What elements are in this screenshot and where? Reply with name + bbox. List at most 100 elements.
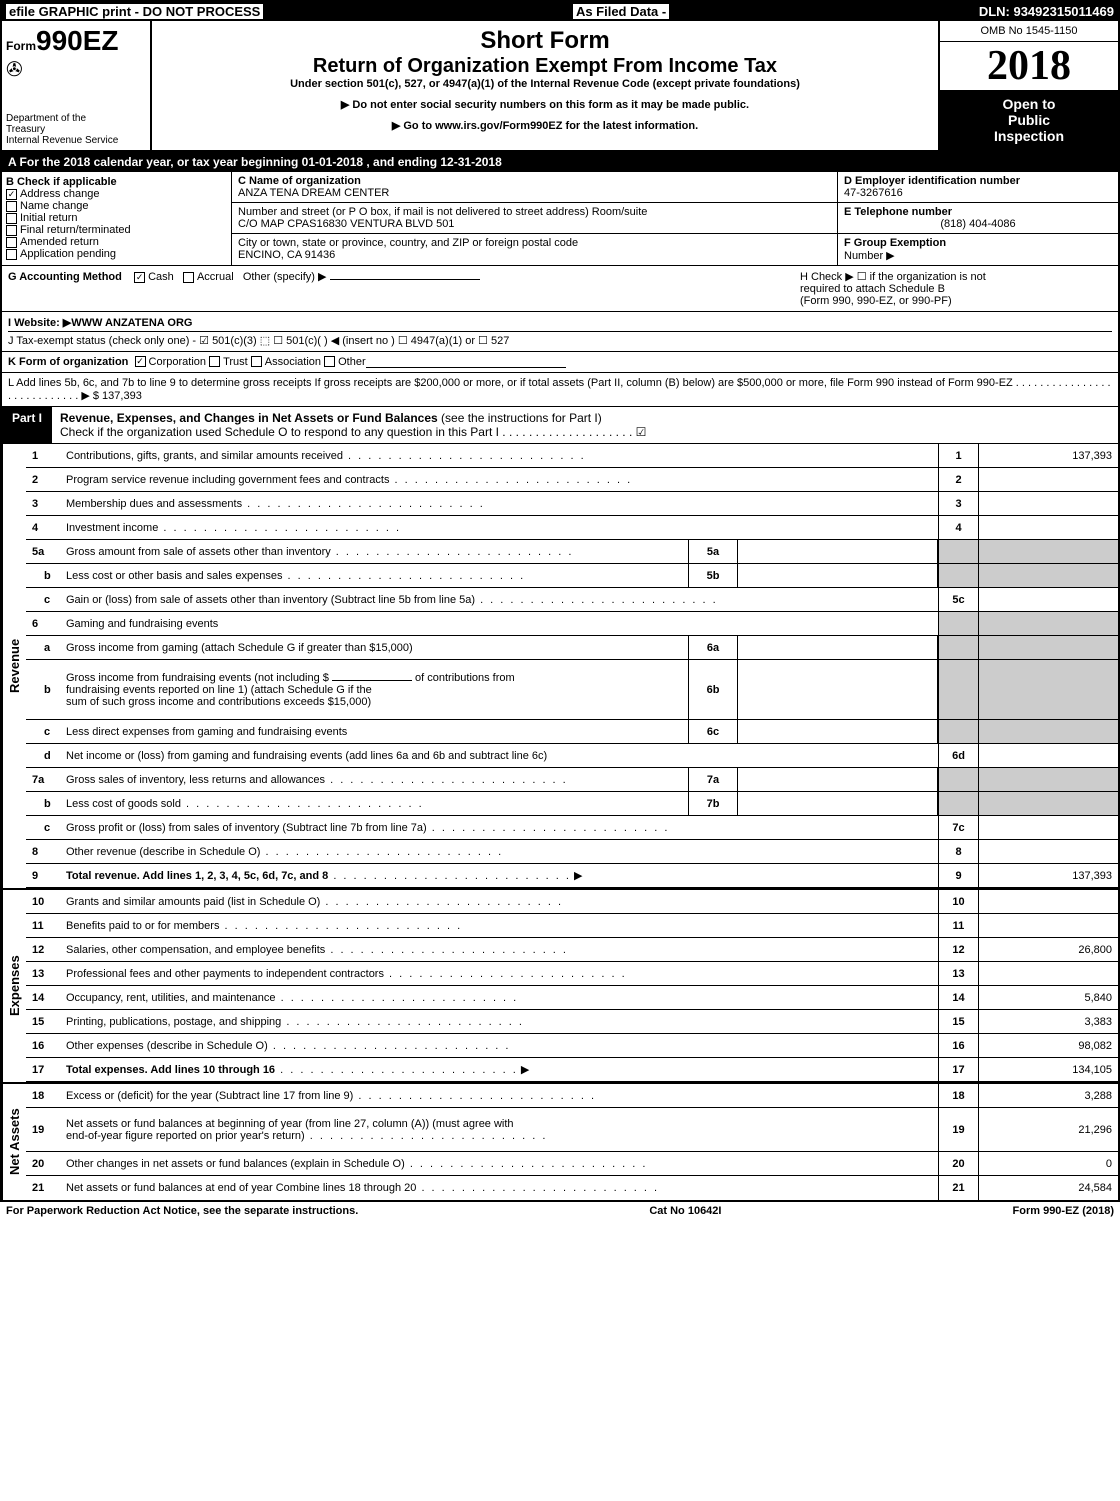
dln: DLN: 93492315011469 [979, 4, 1114, 19]
line-10: 10 Grants and similar amounts paid (list… [26, 890, 1118, 914]
revenue-section: Revenue 1 Contributions, gifts, grants, … [2, 444, 1118, 888]
checkbox-amended[interactable] [6, 237, 17, 248]
netassets-section: Net Assets 18 Excess or (deficit) for th… [2, 1082, 1118, 1200]
tax-year: 2018 [940, 42, 1118, 90]
line-2: 2 Program service revenue including gove… [26, 468, 1118, 492]
netassets-label: Net Assets [2, 1084, 26, 1200]
ssn-warning: ▶ Do not enter social security numbers o… [158, 98, 932, 111]
row-j: J Tax-exempt status (check only one) - ☑… [8, 332, 1112, 347]
header-right: OMB No 1545-1150 2018 Open to Public Ins… [938, 21, 1118, 150]
section-c: C Name of organization ANZA TENA DREAM C… [232, 172, 838, 265]
line-a-period: A For the 2018 calendar year, or tax yea… [2, 152, 1118, 172]
form-number: Form990EZ [6, 25, 146, 57]
line-11: 11 Benefits paid to or for members 11 [26, 914, 1118, 938]
efile-notice: efile GRAPHIC print - DO NOT PROCESS [6, 4, 263, 19]
grp-label: F Group Exemption [844, 237, 1112, 249]
line-16: 16 Other expenses (describe in Schedule … [26, 1034, 1118, 1058]
part1-title: Revenue, Expenses, and Changes in Net As… [52, 407, 1118, 443]
checkbox-final[interactable] [6, 225, 17, 236]
city-value: ENCINO, CA 91436 [238, 249, 831, 261]
return-title: Return of Organization Exempt From Incom… [158, 55, 932, 78]
part1-label: Part I [2, 407, 52, 443]
line-1: 1 Contributions, gifts, grants, and simi… [26, 444, 1118, 468]
section-b-title: B Check if applicable [6, 176, 227, 188]
street-label: Number and street (or P O box, if mail i… [238, 206, 831, 218]
checkbox-name[interactable] [6, 201, 17, 212]
part1-header: Part I Revenue, Expenses, and Changes in… [2, 407, 1118, 444]
row-gh: G Accounting Method Cash Accrual Other (… [2, 266, 1118, 312]
short-form-title: Short Form [158, 27, 932, 55]
checkbox-initial[interactable] [6, 213, 17, 224]
as-filed: As Filed Data - [573, 4, 669, 19]
line-8: 8 Other revenue (describe in Schedule O)… [26, 840, 1118, 864]
form-990ez-container: efile GRAPHIC print - DO NOT PROCESS As … [0, 0, 1120, 1202]
grp-label2: Number ▶ [844, 249, 1112, 262]
expenses-label: Expenses [2, 890, 26, 1082]
line-18: 18 Excess or (deficit) for the year (Sub… [26, 1084, 1118, 1108]
line-6c: c Less direct expenses from gaming and f… [26, 720, 1118, 744]
revenue-label: Revenue [2, 444, 26, 888]
checkbox-cash[interactable] [134, 272, 145, 283]
section-bcd: B Check if applicable Address change Nam… [2, 172, 1118, 266]
line-6b: b Gross income from fundraising events (… [26, 660, 1118, 720]
footer-mid: Cat No 10642I [649, 1205, 721, 1217]
line-5b: b Less cost or other basis and sales exp… [26, 564, 1118, 588]
ein-label: D Employer identification number [844, 175, 1112, 187]
line-14: 14 Occupancy, rent, utilities, and maint… [26, 986, 1118, 1010]
top-bar: efile GRAPHIC print - DO NOT PROCESS As … [2, 2, 1118, 21]
line-7c: c Gross profit or (loss) from sales of i… [26, 816, 1118, 840]
open-inspection: Open to Public Inspection [940, 90, 1118, 150]
checkbox-application[interactable] [6, 249, 17, 260]
line-19: 19 Net assets or fund balances at beginn… [26, 1108, 1118, 1152]
line-6: 6 Gaming and fundraising events [26, 612, 1118, 636]
line-6d: d Net income or (loss) from gaming and f… [26, 744, 1118, 768]
line-9: 9 Total revenue. Add lines 1, 2, 3, 4, 5… [26, 864, 1118, 888]
checkbox-corp[interactable] [135, 356, 146, 367]
line-3: 3 Membership dues and assessments 3 [26, 492, 1118, 516]
street-value: C/O MAP CPAS16830 VENTURA BLVD 501 [238, 218, 831, 230]
under-section: Under section 501(c), 527, or 4947(a)(1)… [158, 78, 932, 90]
line-13: 13 Professional fees and other payments … [26, 962, 1118, 986]
checkbox-assoc[interactable] [251, 356, 262, 367]
city-label: City or town, state or province, country… [238, 237, 831, 249]
section-d: D Employer identification number 47-3267… [838, 172, 1118, 265]
ein-value: 47-3267616 [844, 187, 1112, 199]
footer-left: For Paperwork Reduction Act Notice, see … [6, 1205, 358, 1217]
line-17: 17 Total expenses. Add lines 10 through … [26, 1058, 1118, 1082]
omb-number: OMB No 1545-1150 [940, 21, 1118, 42]
goto-link: ▶ Go to www.irs.gov/Form990EZ for the la… [158, 119, 932, 132]
header-left: Form990EZ ✇ Department of the Treasury I… [2, 21, 152, 150]
row-k: K Form of organization Corporation Trust… [2, 352, 1118, 373]
line-5a: 5a Gross amount from sale of assets othe… [26, 540, 1118, 564]
tel-label: E Telephone number [844, 206, 1112, 218]
checkbox-other-org[interactable] [324, 356, 335, 367]
footer: For Paperwork Reduction Act Notice, see … [0, 1202, 1120, 1220]
department-label: Department of the Treasury Internal Reve… [6, 113, 146, 146]
treasury-icon: ✇ [6, 57, 146, 82]
line-12: 12 Salaries, other compensation, and emp… [26, 938, 1118, 962]
line-5c: c Gain or (loss) from sale of assets oth… [26, 588, 1118, 612]
row-g: G Accounting Method Cash Accrual Other (… [8, 270, 792, 307]
org-name: ANZA TENA DREAM CENTER [238, 187, 831, 199]
checkbox-address[interactable] [6, 189, 17, 200]
row-l: L Add lines 5b, 6c, and 7b to line 9 to … [2, 373, 1118, 407]
footer-right: Form 990-EZ (2018) [1013, 1205, 1114, 1217]
tel-value: (818) 404-4086 [844, 218, 1112, 230]
line-20: 20 Other changes in net assets or fund b… [26, 1152, 1118, 1176]
other-org-line[interactable] [366, 356, 566, 368]
checkbox-trust[interactable] [209, 356, 220, 367]
checkbox-accrual[interactable] [183, 272, 194, 283]
header: Form990EZ ✇ Department of the Treasury I… [2, 21, 1118, 152]
header-center: Short Form Return of Organization Exempt… [152, 21, 938, 150]
other-specify-line[interactable] [330, 279, 480, 280]
org-name-label: C Name of organization [238, 175, 831, 187]
row-h: H Check ▶ ☐ if the organization is not r… [792, 270, 1112, 307]
line-6a: a Gross income from gaming (attach Sched… [26, 636, 1118, 660]
line-15: 15 Printing, publications, postage, and … [26, 1010, 1118, 1034]
line-4: 4 Investment income 4 [26, 516, 1118, 540]
section-b: B Check if applicable Address change Nam… [2, 172, 232, 265]
expenses-section: Expenses 10 Grants and similar amounts p… [2, 888, 1118, 1082]
line-7a: 7a Gross sales of inventory, less return… [26, 768, 1118, 792]
line-7b: b Less cost of goods sold 7b [26, 792, 1118, 816]
row-i: I Website: ▶WWW ANZATENA ORG J Tax-exemp… [2, 312, 1118, 352]
